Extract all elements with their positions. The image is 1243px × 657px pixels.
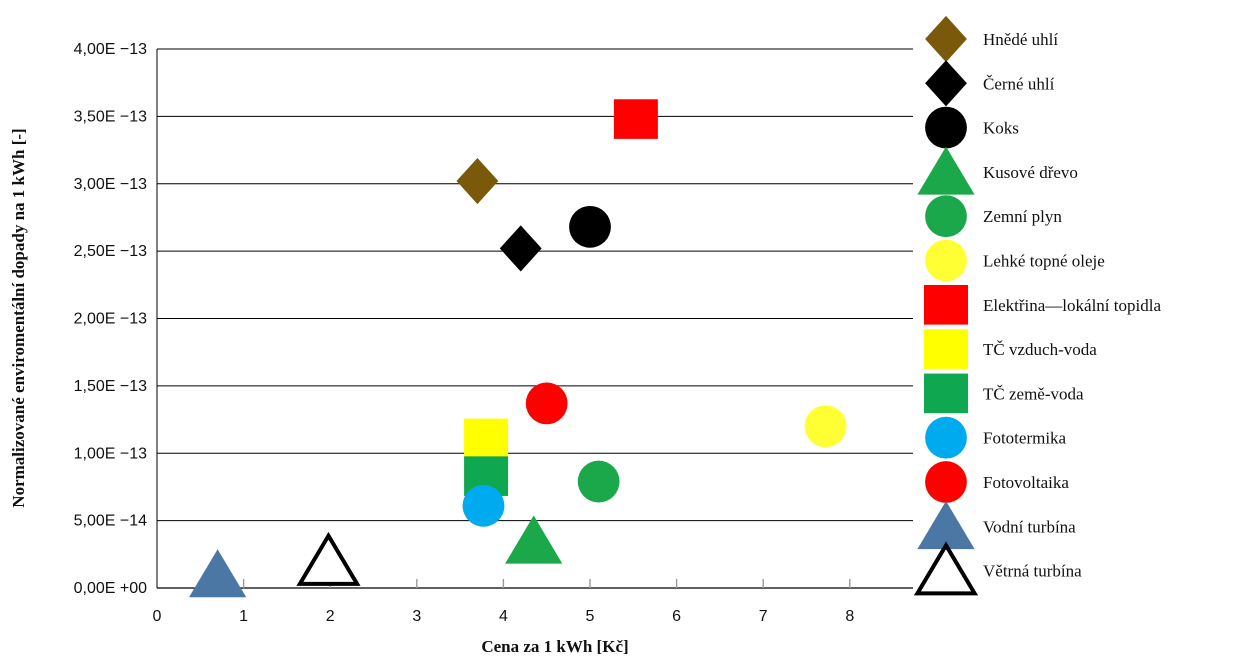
y-tick-label: 0,00E +00 [74,580,148,597]
x-tick-label: 1 [239,608,248,625]
legend-marker-square [924,329,968,369]
legend-label: Černé uhlí [983,74,1055,93]
y-tick-labels: 0,00E +00 5,00E −14 1,00E −13 1,50E −13 2,00… [74,41,148,597]
legend-marker-square [924,285,968,325]
y-tick-label: 1,00E −13 [74,445,148,462]
legend-marker-diamond [925,60,967,107]
legend-item: Fotovoltaika [925,461,1069,503]
legend-item: Elektřina—lokální topidla [924,285,1161,325]
x-tick-label: 2 [326,608,335,625]
legend-marker-circle [925,195,967,238]
y-tick-label: 1,50E −13 [74,378,148,395]
legend-label: Větrná turbína [983,562,1082,581]
x-tick-label: 8 [845,608,854,625]
legend-marker-circle [925,239,967,282]
legend: Hnědé uhlí Černé uhlí Koks Kusové dřevo Zemn… [913,15,1161,596]
data-point-circle [569,205,611,248]
legend-marker-triangle [913,541,979,596]
legend-label: Hnědé uhlí [983,30,1058,49]
legend-marker-square [924,373,968,414]
y-tick-label: 3,50E −13 [74,108,148,125]
legend-label: Fotovoltaika [983,473,1069,492]
data-point-circle [462,484,505,527]
legend-item: Větrná turbína [913,541,1082,596]
legend-item: Kusové dřevo [917,146,1078,195]
grid-lines [157,48,913,522]
legend-item: Vodní turbína [917,501,1076,550]
legend-item: Hnědé uhlí [925,15,1058,63]
legend-item: TČ vzduch-voda [924,329,1097,369]
data-point-triangle [189,549,247,598]
legend-item: Lehké topné oleje [925,239,1105,282]
data-point-circle [577,460,620,503]
data-point-circle [525,382,568,425]
y-tick-label: 4,00E −13 [74,41,148,58]
legend-marker-diamond [925,15,967,63]
y-tick-label: 2,00E −13 [74,311,148,328]
y-axis-label: Normalizované enviromentální dopady na 1… [9,128,28,507]
data-point-triangle [296,531,361,586]
legend-label: Elektřina—lokální topidla [983,296,1161,315]
legend-item: TČ země-voda [924,373,1084,414]
x-tick-label: 3 [412,608,421,625]
data-point-square [613,99,658,139]
legend-label: Kusové dřevo [983,163,1078,182]
y-tick-label: 3,00E −13 [74,176,148,193]
data-point-circle [804,405,847,448]
y-tick-label: 2,50E −13 [74,243,148,260]
data-point-diamond [456,157,499,205]
legend-marker-circle [925,416,967,459]
legend-label: TČ země-voda [983,384,1084,403]
legend-marker-circle [925,106,967,149]
x-tick-label: 6 [672,608,681,625]
x-axis-label: Cena za 1 kWh [Kč] [481,637,628,656]
data-points [189,99,847,598]
legend-label: TČ vzduch-voda [983,340,1097,359]
x-tick-label: 0 [153,608,162,625]
data-point-diamond [499,225,542,272]
y-tick-label: 5,00E −14 [74,513,148,530]
x-tick-label: 5 [586,608,595,625]
legend-marker-circle [925,461,967,503]
legend-item: Koks [925,106,1019,149]
data-point-square [464,418,509,459]
legend-item: Zemní plyn [925,195,1062,238]
x-tick-label: 4 [499,608,508,625]
legend-item: Černé uhlí [925,60,1055,107]
legend-label: Vodní turbína [983,517,1076,536]
x-tick-label: 7 [759,608,768,625]
x-tick-labels: 0 1 2 3 4 5 6 7 8 [153,608,855,625]
legend-label: Lehké topné oleje [983,252,1105,271]
legend-marker-triangle [917,146,975,195]
data-point-triangle [505,515,563,564]
legend-label: Koks [983,119,1019,138]
legend-marker-triangle [917,501,975,550]
legend-label: Fototermika [983,429,1067,448]
legend-item: Fototermika [925,416,1067,459]
legend-label: Zemní plyn [983,207,1062,226]
